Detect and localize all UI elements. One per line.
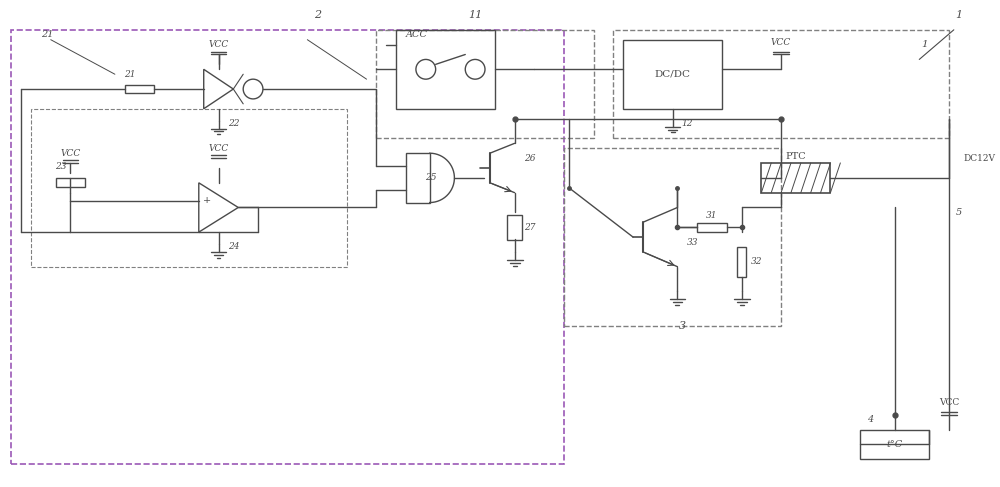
Text: VCC: VCC bbox=[208, 144, 229, 153]
Text: 32: 32 bbox=[751, 257, 762, 266]
Bar bbox=[406, 153, 430, 203]
Text: 1: 1 bbox=[955, 10, 962, 20]
Text: +: + bbox=[203, 196, 211, 205]
Text: 22: 22 bbox=[228, 119, 239, 128]
Text: DC12V: DC12V bbox=[964, 153, 996, 163]
Bar bbox=[737, 247, 746, 277]
Text: 1: 1 bbox=[921, 40, 928, 49]
Text: ACC: ACC bbox=[406, 30, 428, 39]
Bar bbox=[125, 85, 154, 94]
Text: 21: 21 bbox=[41, 30, 53, 39]
Text: VCC: VCC bbox=[208, 40, 229, 49]
Bar bbox=[56, 178, 85, 187]
Text: VCC: VCC bbox=[939, 398, 959, 408]
Text: 5: 5 bbox=[956, 208, 962, 217]
Text: 23: 23 bbox=[55, 162, 66, 170]
Text: 3: 3 bbox=[679, 321, 686, 331]
Bar bbox=[396, 30, 495, 109]
Text: DC/DC: DC/DC bbox=[655, 70, 691, 79]
Text: t°C: t°C bbox=[886, 440, 903, 449]
Bar bbox=[507, 215, 522, 240]
Text: 31: 31 bbox=[706, 211, 718, 220]
Text: 12: 12 bbox=[682, 119, 693, 128]
Text: 2: 2 bbox=[314, 10, 321, 20]
Text: 25: 25 bbox=[425, 173, 436, 182]
Text: 11: 11 bbox=[468, 10, 482, 20]
Text: 33: 33 bbox=[687, 238, 698, 246]
Bar bbox=[697, 223, 727, 232]
Text: VCC: VCC bbox=[60, 149, 81, 158]
Text: PTC: PTC bbox=[786, 151, 806, 161]
Text: 26: 26 bbox=[524, 153, 535, 163]
Text: 27: 27 bbox=[524, 223, 535, 232]
Text: 4: 4 bbox=[867, 415, 873, 424]
Bar bbox=[860, 430, 929, 459]
Bar bbox=[761, 163, 830, 193]
Text: VCC: VCC bbox=[771, 38, 791, 47]
Bar bbox=[623, 39, 722, 109]
Text: 24: 24 bbox=[228, 243, 239, 251]
Text: 21: 21 bbox=[124, 70, 135, 79]
